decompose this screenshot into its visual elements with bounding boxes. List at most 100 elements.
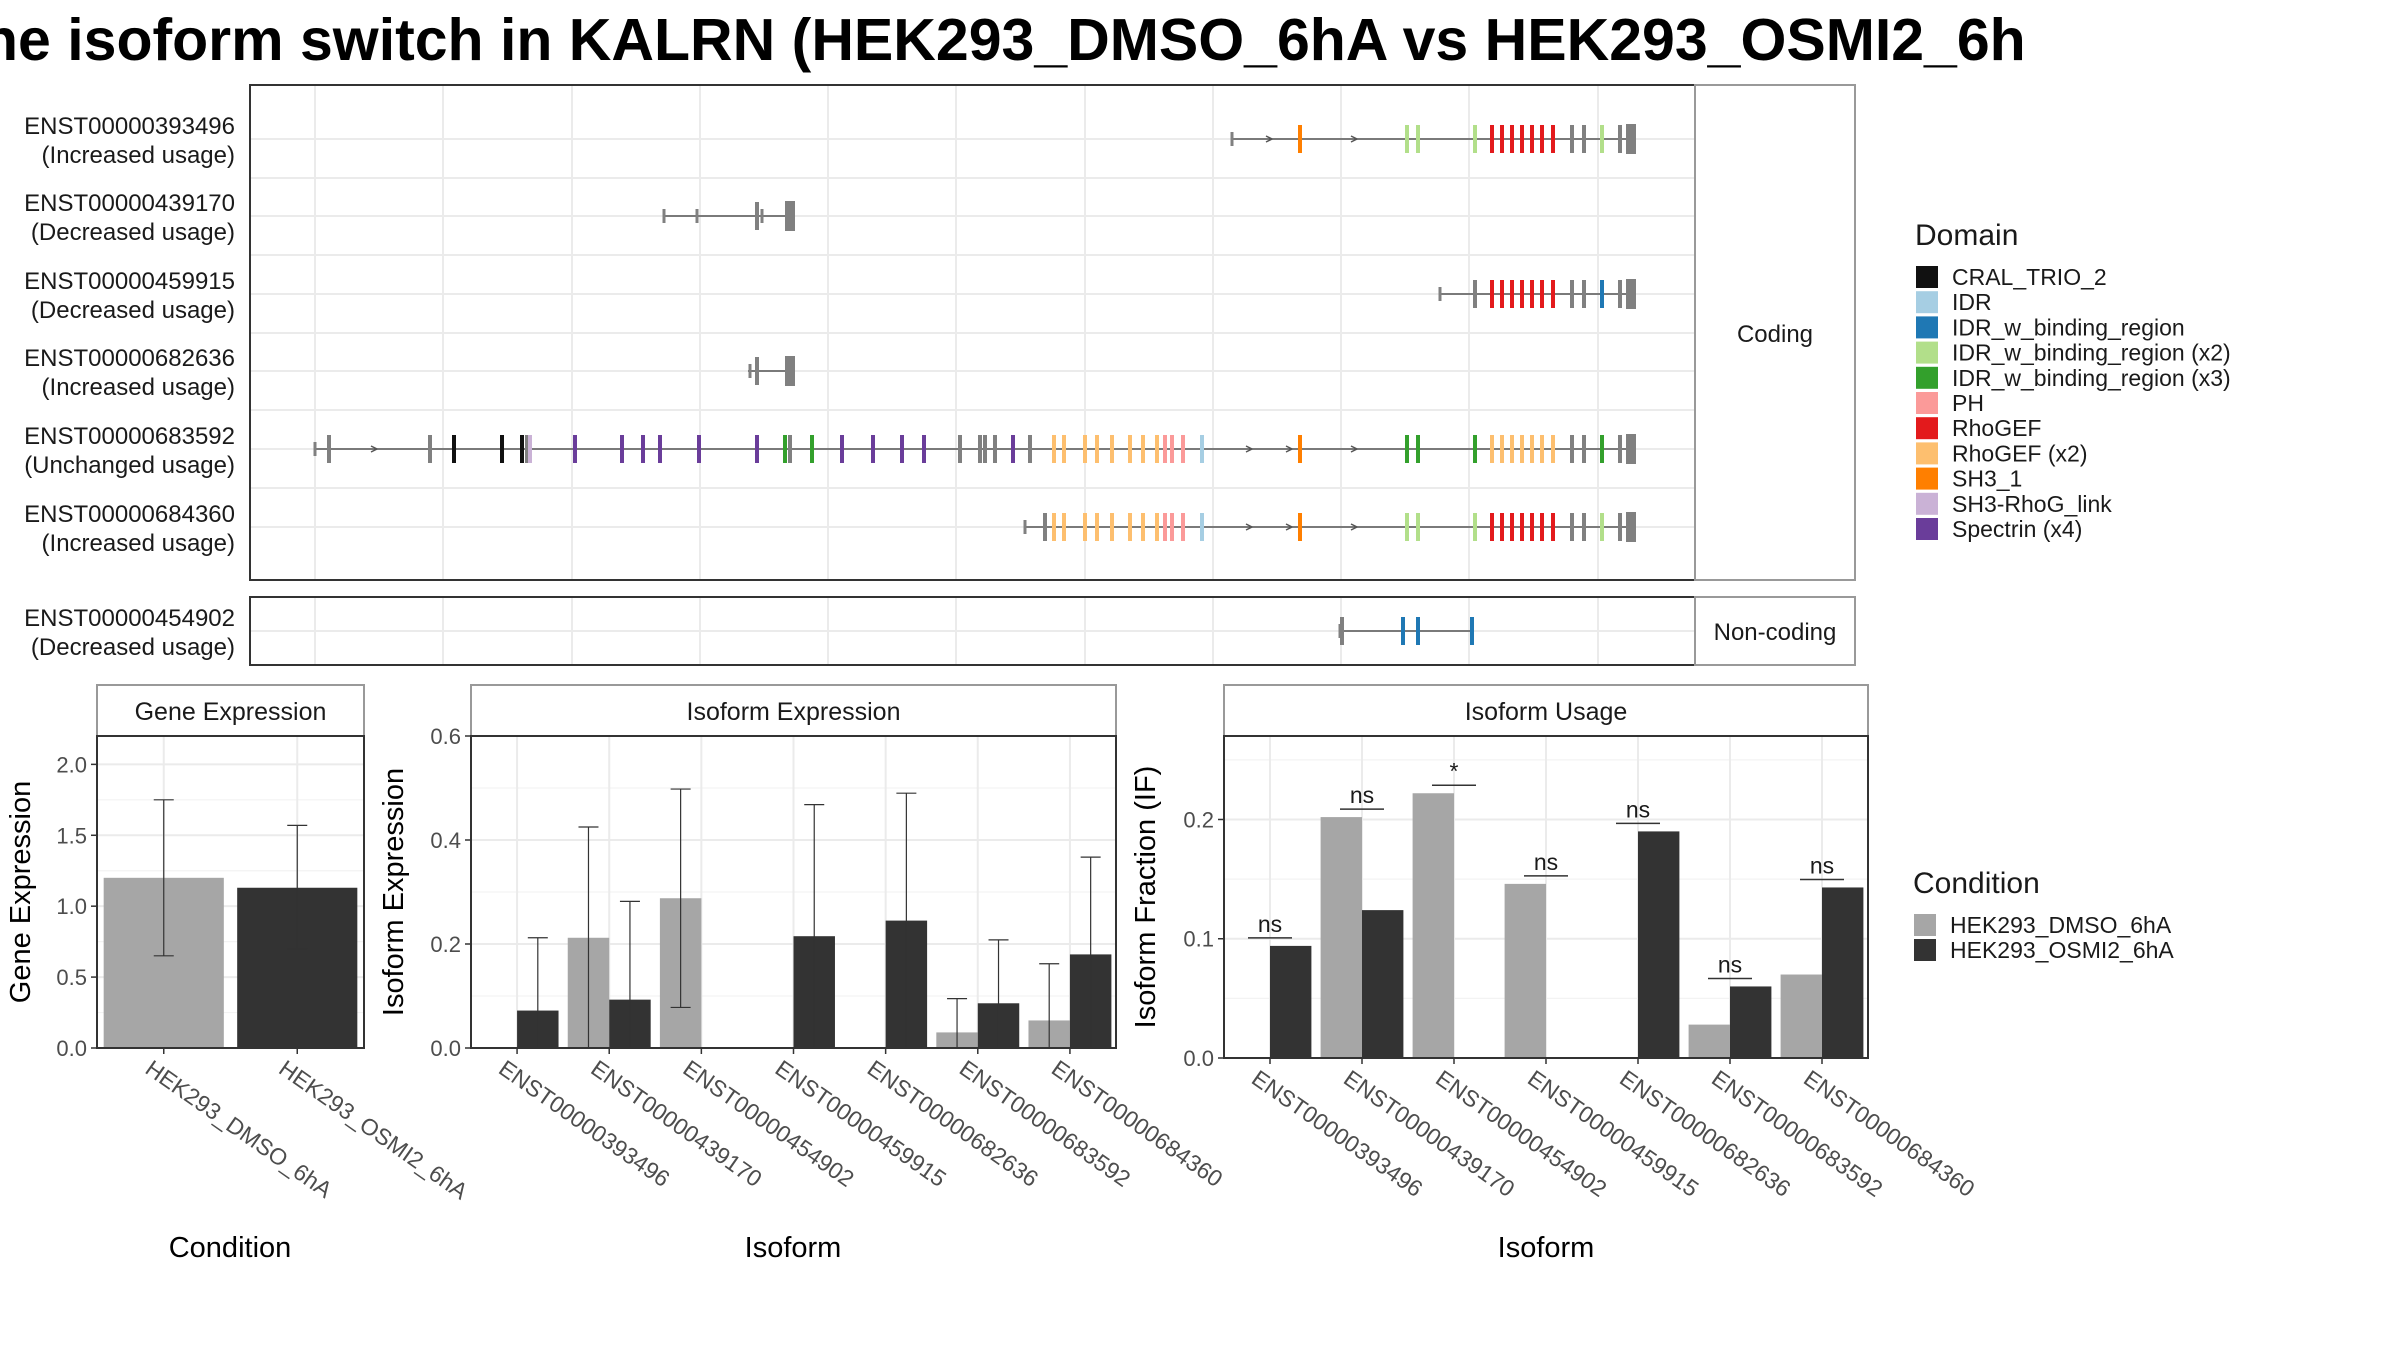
bar: [1822, 887, 1864, 1058]
y-tick-label: 1.0: [56, 894, 87, 919]
exon-mark: [327, 435, 331, 463]
transcript-id-label: ENST00000684360: [24, 501, 235, 528]
bar: [1504, 883, 1546, 1058]
facet-label-noncoding: Non-coding: [1714, 619, 1837, 646]
exon-mark: [1600, 513, 1604, 541]
x-tick-label: ENST00000683592: [1707, 1065, 1887, 1202]
exon-mark: [1200, 435, 1204, 463]
strand-arrow: [1245, 523, 1254, 531]
exon-mark: [1582, 513, 1586, 541]
x-tick-label: ENST00000439170: [1339, 1065, 1519, 1202]
legend-domain-label: RhoGEF (x2): [1952, 440, 2087, 466]
significance-label: ns: [1810, 852, 1834, 878]
exon-mark: [1520, 513, 1524, 541]
exon-mark: [755, 435, 759, 463]
exon-mark: [1570, 280, 1574, 308]
exon-mark: [1490, 280, 1494, 308]
exon-mark: [1582, 280, 1586, 308]
exon-mark: [1530, 280, 1534, 308]
significance-label: ns: [1258, 911, 1282, 937]
transcript-id-label: ENST00000454902: [24, 605, 235, 632]
y-tick-label: 0.5: [56, 965, 87, 990]
transcript-id-label: ENST00000683592: [24, 423, 235, 450]
transcript-usage-label: (Decreased usage): [31, 219, 235, 246]
exon-mark: [1551, 513, 1555, 541]
exon-mark: [1200, 513, 1204, 541]
legend-domain-key: [1916, 266, 1938, 288]
exon-mark: [528, 435, 532, 463]
legend-domain-label: PH: [1952, 390, 1984, 416]
x-tick-label: ENST00000459915: [1523, 1065, 1703, 1202]
exon-mark: [1510, 280, 1514, 308]
y-tick-label: 0.4: [430, 828, 461, 853]
exon-mark: [1582, 125, 1586, 153]
panel-title: Gene Expression: [135, 698, 327, 726]
legend-condition-key: [1914, 914, 1936, 936]
exon-mark: [1023, 520, 1027, 534]
x-tick-label: ENST00000439170: [586, 1055, 766, 1192]
y-tick-label: 1.5: [56, 823, 87, 848]
y-tick-label: 0.0: [1183, 1046, 1214, 1071]
exon-mark: [1405, 435, 1409, 463]
exon-mark: [1170, 513, 1174, 541]
legend-domain-label: Spectrin (x4): [1952, 516, 2082, 542]
y-tick-label: 0.0: [56, 1036, 87, 1061]
exon-mark: [520, 435, 524, 463]
exon-mark: [695, 209, 699, 223]
panel-title: Isoform Expression: [687, 698, 901, 726]
bar: [1730, 986, 1772, 1058]
exon-mark: [785, 356, 795, 386]
exon-mark: [1043, 513, 1047, 541]
x-axis-title: Isoform: [745, 1232, 842, 1264]
transcript-usage-label: (Increased usage): [42, 374, 235, 401]
transcript-usage-label: (Decreased usage): [31, 634, 235, 661]
legend-domain-key: [1916, 467, 1938, 490]
y-tick-label: 0.1: [1183, 927, 1214, 952]
exon-mark: [1163, 513, 1167, 541]
exon-mark: [1540, 435, 1544, 463]
exon-mark: [1128, 513, 1132, 541]
x-axis-title: Condition: [169, 1232, 292, 1264]
legend-condition-key: [1914, 939, 1936, 961]
bar: [1320, 817, 1362, 1058]
transcript-usage-label: (Decreased usage): [31, 297, 235, 324]
strand-arrow: [1350, 135, 1359, 143]
exon-mark: [1416, 435, 1420, 463]
facet-strip: [1223, 684, 1869, 737]
exon-mark: [1416, 617, 1420, 645]
exon-mark: [1170, 435, 1174, 463]
exon-mark: [1473, 280, 1477, 308]
legend-domain-label: IDR_w_binding_region (x2): [1952, 340, 2231, 366]
panel-title: Isoform Usage: [1465, 698, 1628, 726]
significance-label: *: [1450, 758, 1459, 784]
y-axis-title: Isoform Expression: [378, 768, 410, 1016]
exon-mark: [525, 435, 529, 463]
exon-mark: [620, 435, 624, 463]
exon-mark: [1618, 280, 1622, 308]
exon-mark: [573, 435, 577, 463]
exon-mark: [1110, 435, 1114, 463]
exon-mark: [1141, 435, 1145, 463]
exon-mark: [500, 435, 504, 463]
exon-mark: [1600, 125, 1604, 153]
exon-mark: [1626, 279, 1636, 309]
exon-mark: [1181, 513, 1185, 541]
exon-mark: [1141, 513, 1145, 541]
y-tick-label: 0.2: [1183, 807, 1214, 832]
exon-mark: [1618, 125, 1622, 153]
exon-mark: [1600, 435, 1604, 463]
exon-mark: [1416, 125, 1420, 153]
exon-mark: [1340, 617, 1344, 645]
exon-mark: [1011, 435, 1015, 463]
strand-arrow: [1265, 135, 1274, 143]
exon-mark: [1618, 513, 1622, 541]
legend-domain-label: CRAL_TRIO_2: [1952, 264, 2107, 290]
exon-mark: [1626, 512, 1636, 542]
strand-arrow: [1285, 445, 1294, 453]
exon-mark: [1551, 280, 1555, 308]
exon-mark: [1500, 125, 1504, 153]
exon-mark: [1490, 513, 1494, 541]
exon-mark: [1540, 513, 1544, 541]
exon-mark: [1500, 435, 1504, 463]
exon-mark: [658, 435, 662, 463]
